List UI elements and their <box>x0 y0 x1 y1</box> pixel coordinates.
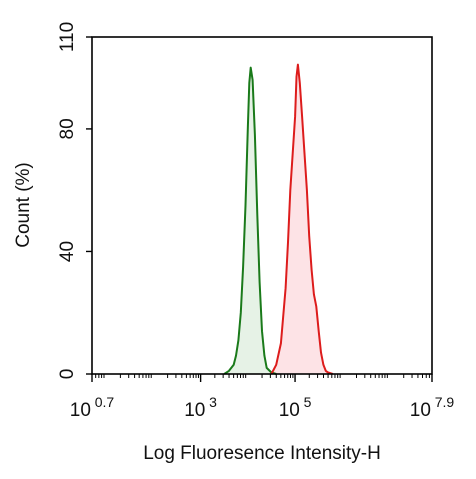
series-2-line <box>270 63 334 375</box>
series-1-line <box>223 66 277 375</box>
histogram-lines <box>223 63 334 375</box>
histogram-fills <box>224 64 333 374</box>
x-axis-title: Log Fluoresence Intensity-H <box>143 443 381 464</box>
x-axis-ticks: 10 0.7 10 3 10 5 10 7.9 <box>70 374 455 421</box>
x-tick-label: 10 5 <box>279 394 312 421</box>
y-axis-ticks: 0 40 80 110 <box>57 22 92 379</box>
y-axis-title: Count (%) <box>13 162 34 248</box>
x-minor-ticks <box>95 374 430 378</box>
series-1-fill <box>224 67 277 374</box>
y-tick-label: 40 <box>57 241 78 262</box>
y-tick-label: 0 <box>57 369 78 380</box>
x-tick-label: 10 3 <box>184 394 217 421</box>
y-tick-label: 110 <box>57 22 78 52</box>
series-2-fill <box>271 64 333 374</box>
x-tick-label: 10 7.9 <box>410 394 455 421</box>
x-tick-label: 10 0.7 <box>70 394 115 421</box>
y-tick-label: 80 <box>57 118 78 139</box>
